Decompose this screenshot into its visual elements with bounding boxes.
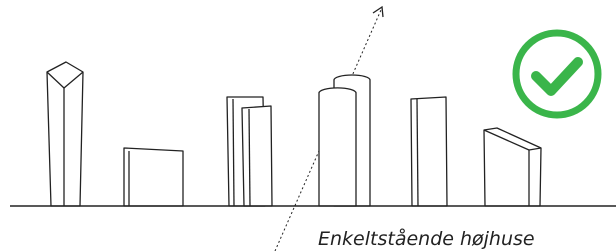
building — [319, 75, 370, 206]
caption: Enkeltstående højhuse — [318, 227, 535, 250]
check-icon — [516, 33, 598, 115]
building — [227, 97, 272, 206]
building — [484, 128, 541, 206]
illustration: Enkeltstående højhuse — [0, 0, 616, 251]
building — [124, 148, 183, 206]
building — [47, 62, 83, 206]
building — [411, 97, 447, 206]
